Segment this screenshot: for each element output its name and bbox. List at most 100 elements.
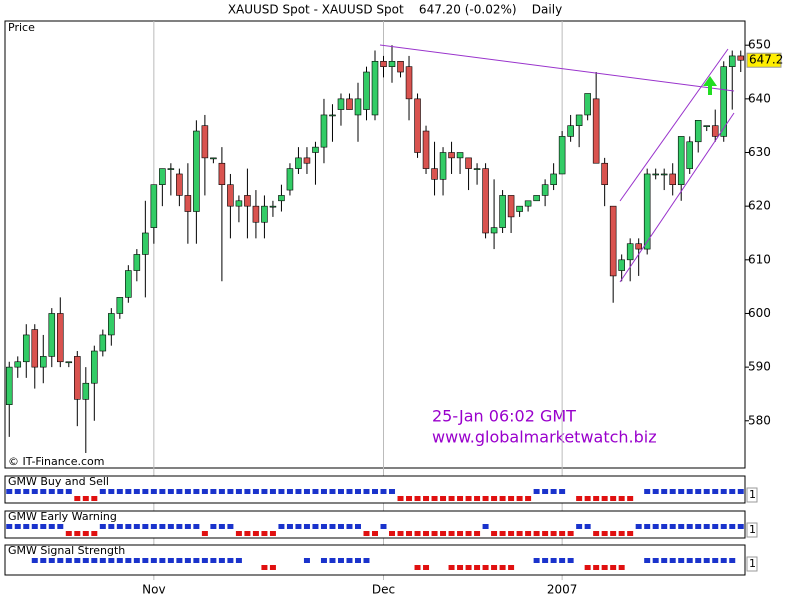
- signal-square: [550, 531, 557, 536]
- signal-square: [295, 489, 302, 494]
- signal-square: [457, 565, 464, 570]
- signal-square: [218, 524, 225, 529]
- signal-square: [278, 489, 285, 494]
- candle-body: [82, 382, 90, 400]
- candle-body: [235, 200, 243, 207]
- candle-body: [286, 168, 294, 191]
- candle-body: [669, 173, 676, 185]
- signal-square: [218, 489, 225, 494]
- signal-square: [116, 558, 123, 563]
- signal-square: [550, 558, 557, 563]
- candle-body: [337, 98, 345, 110]
- signal-square: [48, 558, 55, 563]
- signal-square: [652, 558, 659, 563]
- candle-body: [703, 125, 711, 127]
- signal-square: [516, 531, 523, 536]
- signal-square: [457, 496, 464, 501]
- candle-body: [5, 366, 13, 405]
- signal-square: [669, 489, 676, 494]
- candle-body: [626, 243, 634, 261]
- signal-square: [48, 489, 55, 494]
- signal-square: [65, 489, 72, 494]
- signal-square: [584, 496, 591, 501]
- signal-square: [261, 565, 268, 570]
- candle-body: [524, 200, 532, 207]
- signal-square: [354, 524, 361, 529]
- signal-square: [184, 524, 191, 529]
- candle-body: [482, 168, 489, 234]
- signal-square: [644, 489, 651, 494]
- signal-square: [661, 524, 668, 529]
- signal-square: [167, 524, 174, 529]
- signal-square: [57, 558, 64, 563]
- signal-square: [210, 558, 217, 563]
- signal-square: [414, 565, 421, 570]
- candle-body: [167, 168, 175, 170]
- signal-square: [278, 524, 285, 529]
- signal-square: [363, 531, 370, 536]
- signal-square: [661, 558, 668, 563]
- signal-square: [508, 565, 515, 570]
- candle-body: [618, 259, 625, 271]
- signal-square: [661, 489, 668, 494]
- signal-square: [703, 558, 710, 563]
- signal-square: [82, 558, 89, 563]
- signal-square: [312, 524, 319, 529]
- indicator-scale-box: [746, 487, 758, 503]
- signal-square: [542, 489, 549, 494]
- signal-square: [337, 524, 344, 529]
- signal-square: [576, 496, 583, 501]
- candle-body: [490, 227, 498, 234]
- candle-body: [108, 313, 115, 336]
- signal-square: [482, 496, 489, 501]
- candle-body: [652, 173, 659, 176]
- candle-body: [261, 205, 268, 223]
- signal-square: [465, 565, 472, 570]
- signal-square: [354, 489, 361, 494]
- candle-body: [711, 125, 719, 137]
- candle-body: [388, 60, 396, 67]
- signal-square: [372, 489, 378, 494]
- signal-square: [125, 489, 132, 494]
- signal-square: [491, 565, 498, 570]
- signal-square: [610, 496, 617, 501]
- signal-square: [142, 558, 149, 563]
- signal-square: [397, 531, 404, 536]
- candle-body: [329, 114, 336, 117]
- signal-square: [193, 489, 200, 494]
- signal-square: [133, 524, 140, 529]
- candle-body: [507, 195, 515, 218]
- signal-square: [99, 524, 106, 529]
- signal-square: [235, 531, 242, 536]
- signal-square: [65, 531, 72, 536]
- signal-square: [465, 496, 472, 501]
- signal-square: [346, 524, 353, 529]
- signal-square: [652, 524, 659, 529]
- trend-line: [619, 48, 729, 202]
- signal-square: [201, 558, 208, 563]
- candle-body: [592, 98, 600, 164]
- candle-body: [14, 361, 22, 368]
- signal-square: [423, 565, 430, 570]
- signal-square: [23, 524, 30, 529]
- signal-square: [465, 531, 472, 536]
- signal-arrow: [703, 76, 717, 95]
- y-tick-label: 600: [748, 306, 771, 320]
- signal-square: [491, 531, 498, 536]
- signal-square: [74, 496, 81, 501]
- candle-body: [499, 195, 506, 228]
- signal-square: [593, 496, 600, 501]
- signal-square: [601, 565, 608, 570]
- signal-square: [644, 558, 651, 563]
- signal-square: [712, 489, 719, 494]
- candle-body: [57, 313, 64, 363]
- signal-square: [406, 496, 413, 501]
- candle-body: [303, 157, 311, 164]
- signal-square: [159, 524, 166, 529]
- signal-square: [652, 489, 659, 494]
- signal-square: [40, 489, 47, 494]
- signal-square: [499, 531, 506, 536]
- x-tick-label: 2007: [547, 583, 578, 597]
- signal-square: [108, 558, 115, 563]
- y-tick-label: 590: [748, 360, 771, 374]
